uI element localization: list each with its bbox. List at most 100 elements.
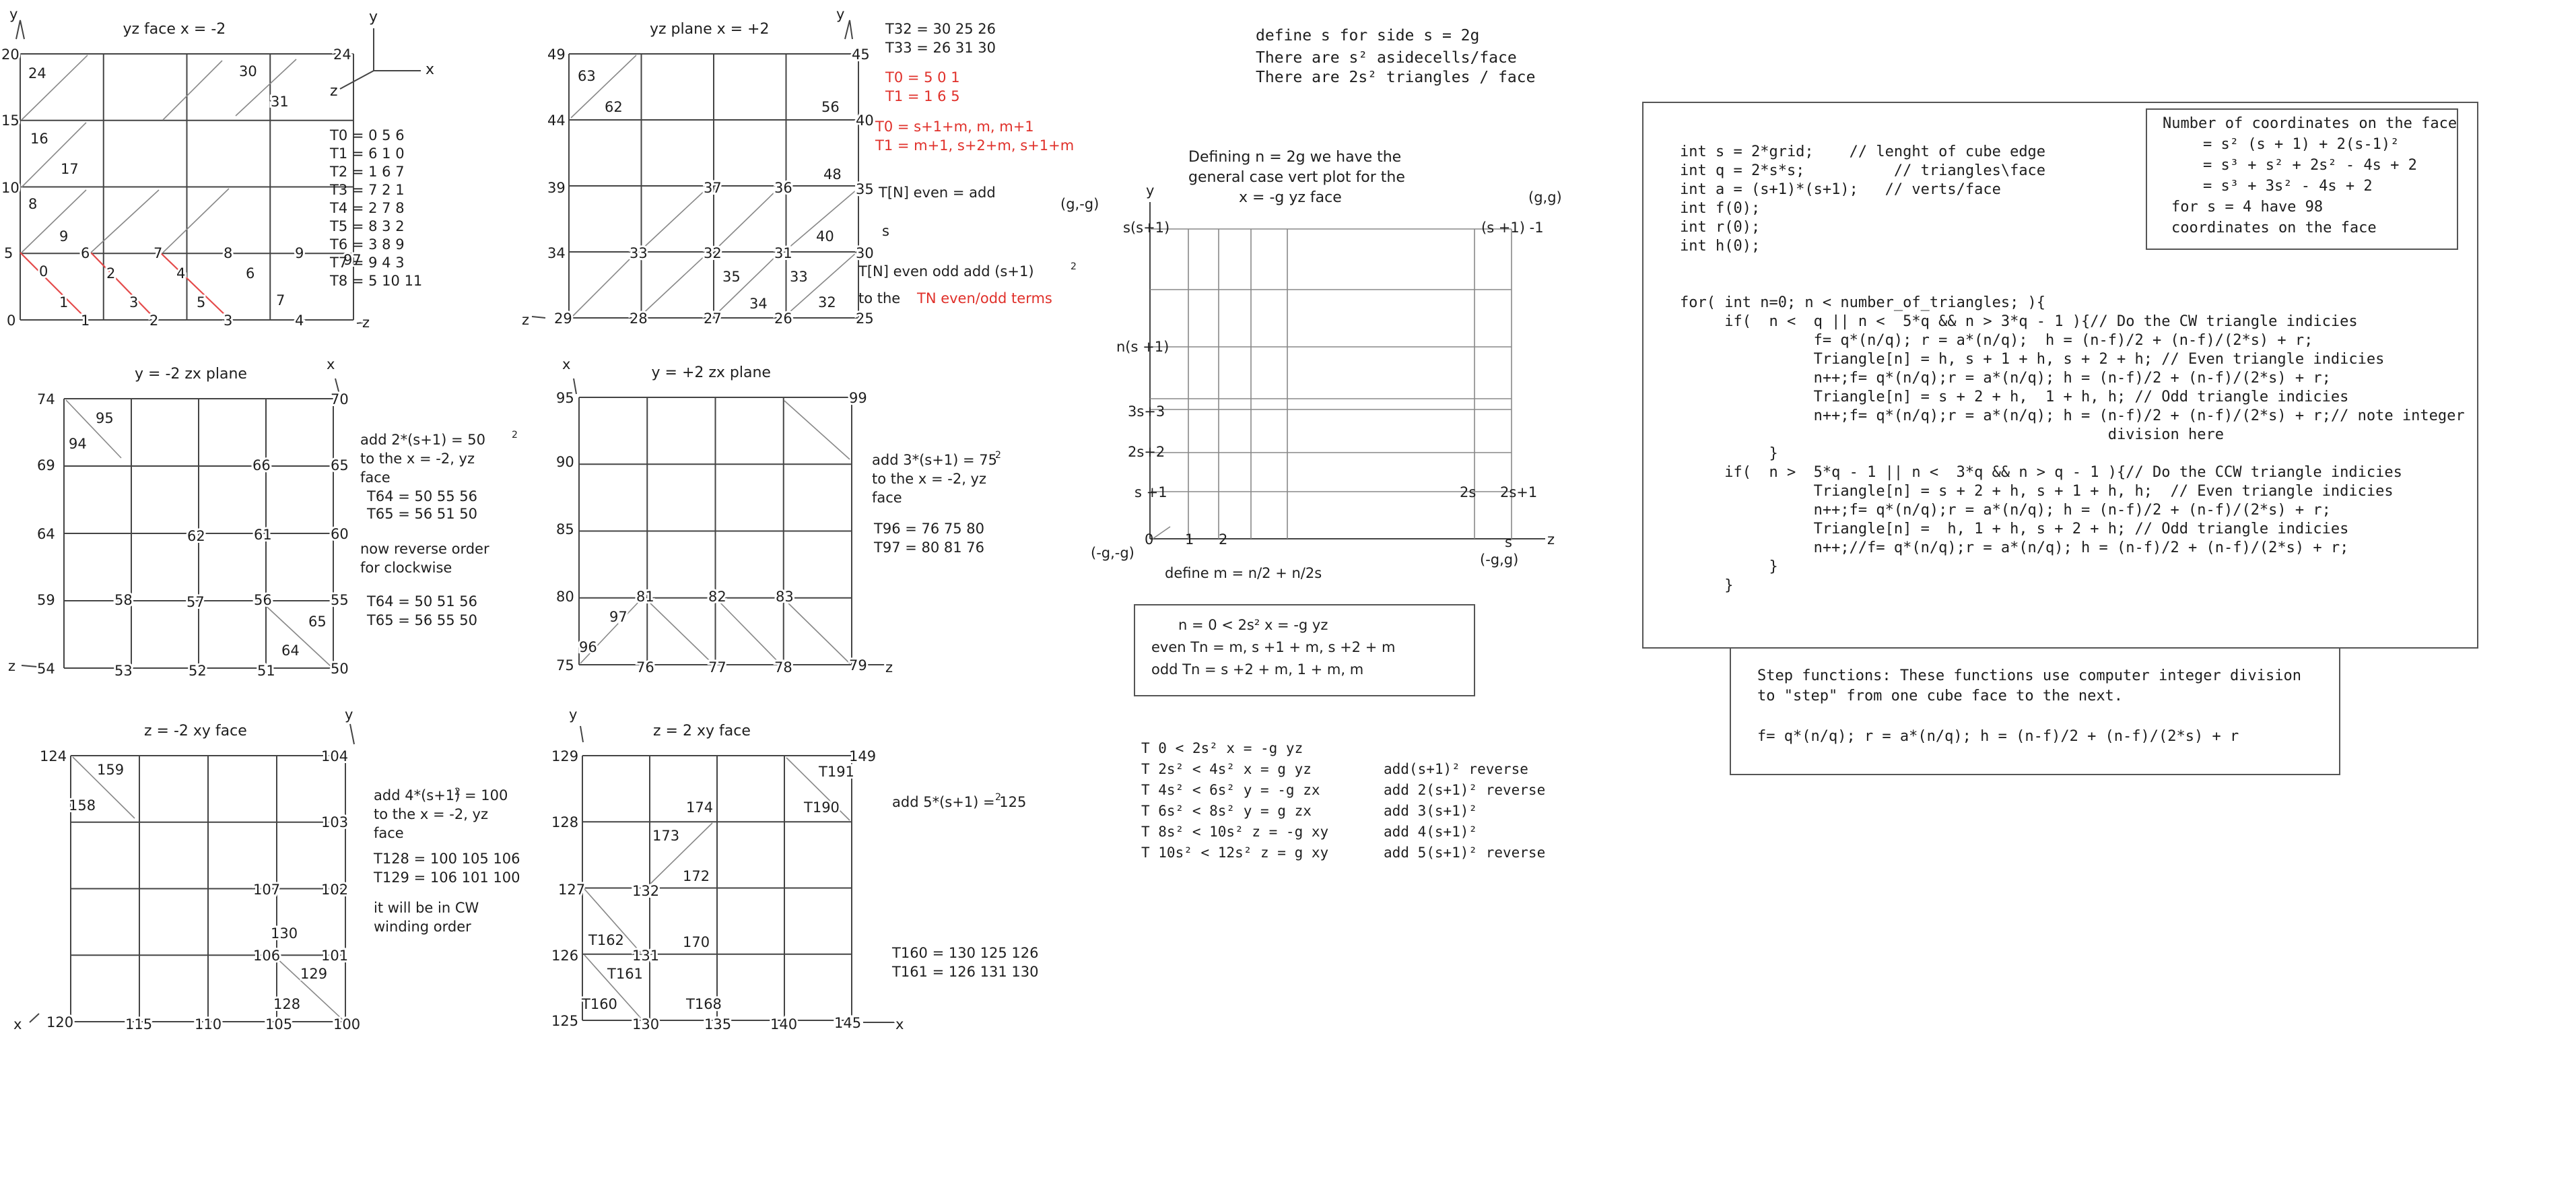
vertex-label: 8 xyxy=(28,196,37,212)
vertex-label: 173 xyxy=(652,828,679,844)
general-vert-plot xyxy=(1149,202,1545,539)
vertex-label: 110 xyxy=(195,1016,222,1032)
vertex-label: 66 xyxy=(252,457,271,473)
coord-line: = s² (s + 1) + 2(s-1)² xyxy=(2203,136,2399,153)
note-line: T1 = m+1, s+2+m, s+1+m xyxy=(875,137,1074,154)
note-line: add 2*(s+1) = 50 xyxy=(360,432,485,448)
superscript-mark: 2 xyxy=(454,787,461,797)
vertex-label: 49 xyxy=(547,46,566,63)
vertex-label: 24 xyxy=(333,46,351,63)
vertex-label: 64 xyxy=(37,526,55,542)
vertex-label: 104 xyxy=(321,748,348,764)
vertex-label: 6 xyxy=(81,245,90,261)
vertex-label: 130 xyxy=(632,1016,659,1032)
note-line: to the x = -2, yz xyxy=(872,471,986,487)
vertex-label: z xyxy=(362,315,370,331)
vertex-label: 28 xyxy=(630,310,648,327)
vertex-label: 34 xyxy=(547,245,566,261)
vertex-label: z xyxy=(885,659,893,676)
vertex-label: 4 xyxy=(176,265,185,282)
vertex-label: T160 xyxy=(581,996,617,1012)
t-range-label: T 2s² < 4s² x = g yz xyxy=(1141,761,1312,777)
triangle-entry: T5 = 8 3 2 xyxy=(329,218,405,234)
step-line: to "step" from one cube face to the next… xyxy=(1757,688,2123,704)
code-line: n++;f= q*(n/q);r = a*(n/q); h = (n-f)/2 … xyxy=(1680,370,2331,387)
notes: T32 = 30 25 26 T33 = 26 31 30 T0 = 5 0 1 T1… xyxy=(360,21,1077,980)
plot-intro-line: general case vert plot for the xyxy=(1188,169,1405,186)
code-line: } xyxy=(1680,445,1778,462)
vertex-label: 53 xyxy=(114,663,133,679)
vertex-label: 1 xyxy=(81,313,90,329)
vertex-label: 107 xyxy=(253,882,280,898)
note-line: add 3*(s+1) = 75 xyxy=(872,452,997,468)
side-info-line: There are 2s² triangles / face xyxy=(1256,69,1535,86)
vertex-label: y xyxy=(345,706,353,723)
note-line: T1 = 1 6 5 xyxy=(885,88,960,104)
note-line: TN even/odd terms xyxy=(916,290,1052,306)
code-line: Triangle[n] = h, s + 1 + h, s + 2 + h; /… xyxy=(1680,351,2384,368)
vertex-label: 45 xyxy=(852,46,870,63)
vertex-label: 70 xyxy=(331,391,349,407)
vertex-label: 29 xyxy=(554,310,572,327)
vertex-label: 103 xyxy=(321,814,348,830)
triangle-entry: T4 = 2 7 8 xyxy=(329,200,405,216)
code-line: } xyxy=(1680,558,1778,575)
vertex-label: 95 xyxy=(556,390,574,406)
note-line: face xyxy=(374,825,404,841)
vertex-label: 65 xyxy=(308,614,327,630)
vertex-label: 55 xyxy=(331,592,349,608)
vertex-label: 32 xyxy=(704,245,722,261)
vertex-label: 32 xyxy=(818,294,836,310)
plot-label: 2s+1 xyxy=(1500,484,1537,500)
note-line: T64 = 50 51 56 xyxy=(366,593,477,610)
axis-x-label: x xyxy=(426,61,434,78)
vertex-label: 58 xyxy=(114,592,133,608)
triangle-entry: T8 = 5 10 11 xyxy=(329,273,422,289)
vertex-label: 65 xyxy=(331,457,349,473)
vertex-label: 3 xyxy=(129,294,138,310)
vertex-label: 127 xyxy=(558,882,585,898)
vertex-label: 82 xyxy=(708,589,726,605)
vertex-label: 33 xyxy=(630,245,648,261)
note-line: T129 = 106 101 100 xyxy=(373,869,520,886)
face-title: z = -2 xy face xyxy=(144,723,247,739)
vertex-label: 15 xyxy=(1,112,20,129)
vertex-label: 60 xyxy=(331,526,349,542)
vertex-label: 2 xyxy=(149,313,158,329)
t-range-label: T 10s² < 12s² z = g xy xyxy=(1141,845,1328,861)
t-ranges-table: T 0 < 2s² x = -g yz T 2s² < 4s² x = g yz a… xyxy=(1141,740,1545,861)
code-line: int s = 2*grid; // lenght of cube edge xyxy=(1680,143,2045,160)
step-box-frame xyxy=(1730,647,2340,775)
vertex-label: 115 xyxy=(125,1016,152,1032)
code-line: int h(0); xyxy=(1680,238,1760,255)
vertex-label: x xyxy=(895,1016,904,1032)
code-line: int a = (s+1)*(s+1); // verts/face xyxy=(1680,181,2001,198)
vertex-label: 56 xyxy=(254,592,272,608)
grid-xy-neg xyxy=(70,755,346,1022)
note-line: T33 = 26 31 30 xyxy=(885,40,996,56)
coord-line: for s = 4 have 98 xyxy=(2171,199,2323,216)
vertex-label: 35 xyxy=(856,181,874,197)
vertex-label: 20 xyxy=(1,46,20,63)
vertex-label: y xyxy=(836,6,844,22)
code-line: n++;f= q*(n/q);r = a*(n/q); h = (n-f)/2 … xyxy=(1680,407,2465,424)
vertex-label: 100 xyxy=(333,1016,360,1032)
vertex-label: 140 xyxy=(770,1016,797,1032)
note-line: T128 = 100 105 106 xyxy=(373,851,520,867)
vertex-label: 77 xyxy=(708,659,726,676)
vertex-label: 95 xyxy=(96,410,114,426)
note-line: winding order xyxy=(374,919,471,935)
code-line: Triangle[n] = s + 2 + h, 1 + h, h; // Od… xyxy=(1680,389,2348,405)
vertex-label: z xyxy=(8,658,15,674)
superscript-mark: 2 xyxy=(995,792,1001,803)
grid-zx-pos xyxy=(578,397,852,665)
triangle-entry: T1 = 6 1 0 xyxy=(329,145,405,162)
note-line: to the xyxy=(858,290,900,306)
coord-box-frame xyxy=(2146,108,2458,250)
vertex-label: 27 xyxy=(704,310,722,327)
axis-y-label: y xyxy=(369,9,378,26)
t-range-action: add 5(s+1)² reverse xyxy=(1384,845,1545,861)
code-line: if( n < q || n < 5*q && n > 3*q - 1 ){//… xyxy=(1680,313,2358,330)
n-box-frame xyxy=(1134,604,1475,696)
vertex-label: 7 xyxy=(276,292,285,308)
